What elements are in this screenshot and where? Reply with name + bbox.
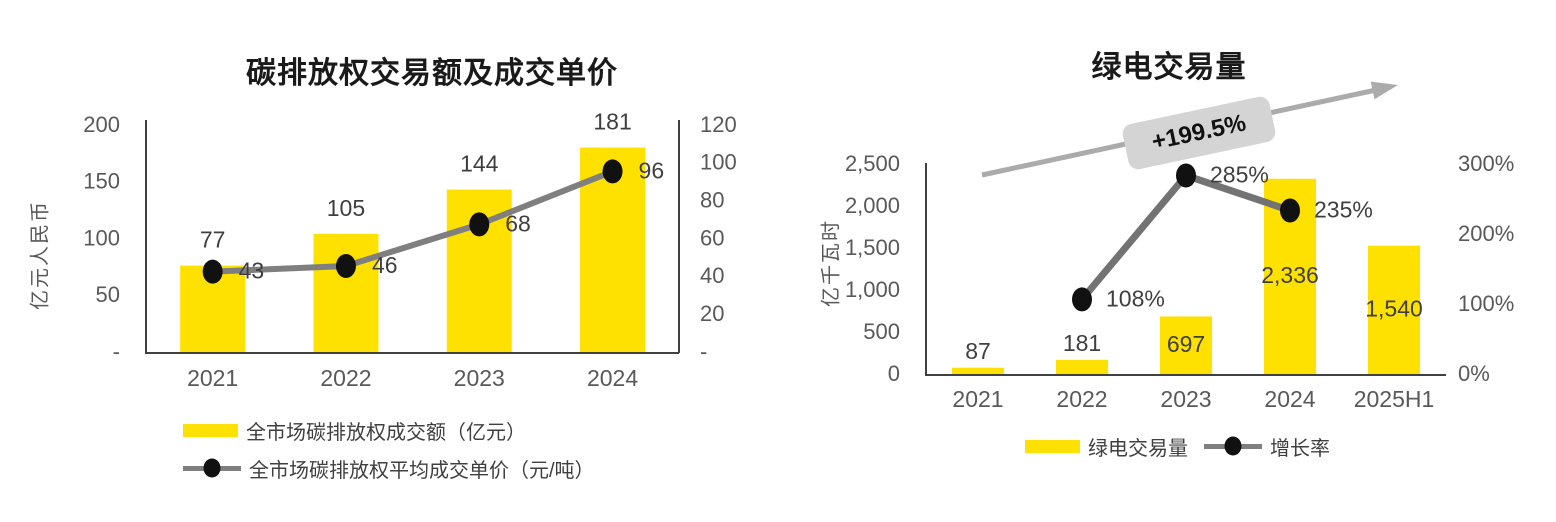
- bar-swatch-icon: [183, 423, 238, 437]
- green-power-y-axis-title-text: 亿千瓦时: [820, 219, 843, 307]
- left-tick-2,000: 2,000: [845, 193, 900, 218]
- right-tick-0%: 0%: [1458, 361, 1490, 386]
- left-tick-1,500: 1,500: [845, 235, 900, 260]
- right-tick-40: 40: [700, 263, 724, 288]
- right-tick-100: 100: [700, 150, 737, 175]
- x-label-2022: 2022: [1056, 386, 1107, 412]
- right-tick-60: 60: [700, 225, 724, 250]
- right-tick-80: 80: [700, 187, 724, 212]
- right-tick-120: 120: [700, 112, 737, 137]
- bar-label-2021: 87: [965, 338, 991, 364]
- bar-2021: [952, 367, 1004, 375]
- marker-2024: [1280, 198, 1300, 223]
- bar-2025H1: [1368, 245, 1420, 375]
- marker-2023: [469, 212, 490, 237]
- x-label-2021: 2021: [187, 365, 238, 391]
- bar-label-2022: 105: [327, 195, 365, 221]
- legend-label-green-bar: 绿电交易量: [1088, 437, 1188, 460]
- x-label-2024: 2024: [1264, 386, 1315, 412]
- line-marker-swatch-icon: [183, 458, 241, 478]
- x-label-2025H1: 2025H1: [1354, 386, 1435, 412]
- legend-item-green-bar: 绿电交易量: [1025, 434, 1188, 460]
- x-label-2021: 2021: [952, 386, 1003, 412]
- carbon-chart-title: 碳排放权交易额及成交单价: [246, 57, 618, 90]
- line-label-2021: 43: [239, 258, 265, 284]
- green-power-chart-title: 绿电交易量: [1091, 51, 1247, 84]
- line-label-2022: 46: [372, 252, 398, 278]
- bar-2022: [1056, 359, 1108, 375]
- left-tick--: -: [113, 339, 120, 364]
- line-label-2023: 68: [505, 210, 531, 236]
- marker-2022: [335, 253, 356, 278]
- bar-label-2022: 181: [1063, 330, 1101, 356]
- trend-arrow-head-icon: [1370, 81, 1398, 100]
- line-label-2024: 96: [639, 157, 665, 183]
- right-tick-20: 20: [700, 301, 724, 326]
- bar-label-2024: 2,336: [1261, 262, 1319, 288]
- marker-2022: [1072, 287, 1092, 312]
- bar-swatch-icon: [1025, 439, 1080, 453]
- x-label-2022: 2022: [320, 365, 371, 391]
- bar-label-2025H1: 1,540: [1365, 295, 1423, 321]
- left-tick-1,000: 1,000: [845, 277, 900, 302]
- line-label-2024: 235%: [1314, 197, 1373, 223]
- bar-label-2021: 77: [200, 227, 226, 253]
- legend-item-carbon-line: 全市场碳排放权平均成交单价（元/吨）: [183, 456, 595, 482]
- line-marker-swatch-icon: [1204, 436, 1262, 456]
- bar-label-2024: 181: [593, 109, 631, 135]
- x-label-2023: 2023: [454, 365, 505, 391]
- left-tick-150: 150: [83, 169, 120, 194]
- green-power-chart-legend: 绿电交易量 增长率: [1025, 434, 1330, 460]
- bar-2022: [313, 233, 379, 353]
- left-tick-500: 500: [863, 319, 900, 344]
- line-series: [1079, 172, 1292, 302]
- left-tick-0: 0: [888, 361, 900, 386]
- legend-label-growth-line: 增长率: [1270, 437, 1330, 460]
- right-tick-200%: 200%: [1458, 221, 1514, 246]
- carbon-y-axis-title-text: 亿元人民币: [29, 200, 52, 310]
- marker-2023: [1176, 163, 1196, 188]
- bar-label-2023: 144: [460, 151, 499, 177]
- bar-2023: [1160, 316, 1212, 375]
- x-label-2024: 2024: [587, 365, 638, 391]
- legend-item-growth-line: 增长率: [1204, 434, 1330, 460]
- carbon-chart-legend: 全市场碳排放权成交额（亿元） 全市场碳排放权平均成交单价（元/吨）: [183, 418, 595, 482]
- left-tick-2,500: 2,500: [845, 151, 900, 176]
- bar-label-2023: 697: [1167, 331, 1205, 357]
- line-label-2022: 108%: [1106, 285, 1165, 311]
- legend-label-carbon-bar: 全市场碳排放权成交额（亿元）: [246, 421, 526, 444]
- line-series: [212, 168, 614, 275]
- marker-dot-icon: [1224, 436, 1242, 456]
- line-label-2023: 285%: [1210, 162, 1269, 188]
- left-tick-200: 200: [83, 112, 120, 137]
- legend-item-carbon-bar: 全市场碳排放权成交额（亿元）: [183, 418, 595, 444]
- marker-2024: [602, 159, 623, 184]
- right-tick-100%: 100%: [1458, 291, 1514, 316]
- left-tick-100: 100: [83, 225, 120, 250]
- marker-dot-icon: [203, 458, 221, 478]
- right-tick-300%: 300%: [1458, 151, 1514, 176]
- marker-2021: [202, 259, 223, 284]
- legend-label-carbon-line: 全市场碳排放权平均成交单价（元/吨）: [249, 459, 595, 482]
- x-label-2023: 2023: [1160, 386, 1211, 412]
- left-tick-50: 50: [96, 282, 120, 307]
- right-tick--: -: [700, 339, 707, 364]
